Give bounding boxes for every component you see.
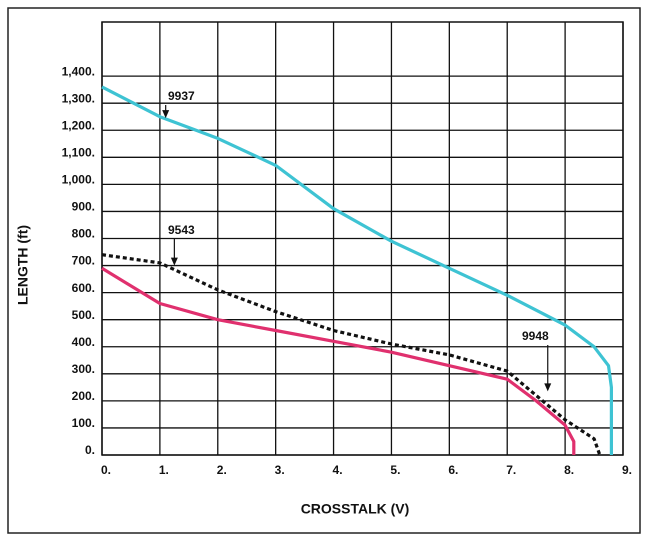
y-tick-label: 700. [72, 254, 95, 268]
x-tick-label: 7. [506, 463, 516, 477]
x-tick-label: 2. [217, 463, 227, 477]
x-tick-label: 0. [101, 463, 111, 477]
x-tick-label: 3. [275, 463, 285, 477]
arrow-head [544, 383, 552, 392]
y-tick-label: 600. [72, 281, 95, 295]
y-tick-label: 800. [72, 227, 95, 241]
x-tick-label: 4. [333, 463, 343, 477]
arrow-head [162, 110, 170, 119]
arrow-head [170, 257, 178, 266]
x-tick-label: 1. [159, 463, 169, 477]
y-tick-label: 1,100. [62, 145, 95, 159]
y-tick-label: 100. [72, 416, 95, 430]
y-tick-label: 1,200. [62, 118, 95, 132]
x-tick-label: 5. [390, 463, 400, 477]
series-line [101, 85, 614, 455]
y-tick-label: 200. [72, 389, 95, 403]
y-tick-label: 1,300. [62, 91, 95, 105]
y-tick-label: 1,000. [62, 173, 95, 187]
y-tick-label: 400. [72, 335, 95, 349]
series-line [101, 253, 602, 456]
x-tick-label: 8. [564, 463, 574, 477]
series-label: 9948 [522, 329, 549, 343]
x-tick-label: 6. [448, 463, 458, 477]
y-tick-label: 900. [72, 200, 95, 214]
x-tick-label: 9. [622, 463, 632, 477]
y-tick-label: 300. [72, 362, 95, 376]
x-axis-title: CROSSTALK (V) [301, 501, 410, 517]
y-tick-label: 0. [85, 443, 95, 457]
series-label: 9937 [168, 89, 195, 103]
frame [7, 7, 641, 534]
series-label: 9543 [168, 223, 195, 237]
series-line [101, 266, 576, 455]
y-axis-title: LENGTH (ft) [15, 225, 31, 305]
y-tick-label: 500. [72, 308, 95, 322]
y-tick-label: 1,400. [62, 64, 95, 78]
